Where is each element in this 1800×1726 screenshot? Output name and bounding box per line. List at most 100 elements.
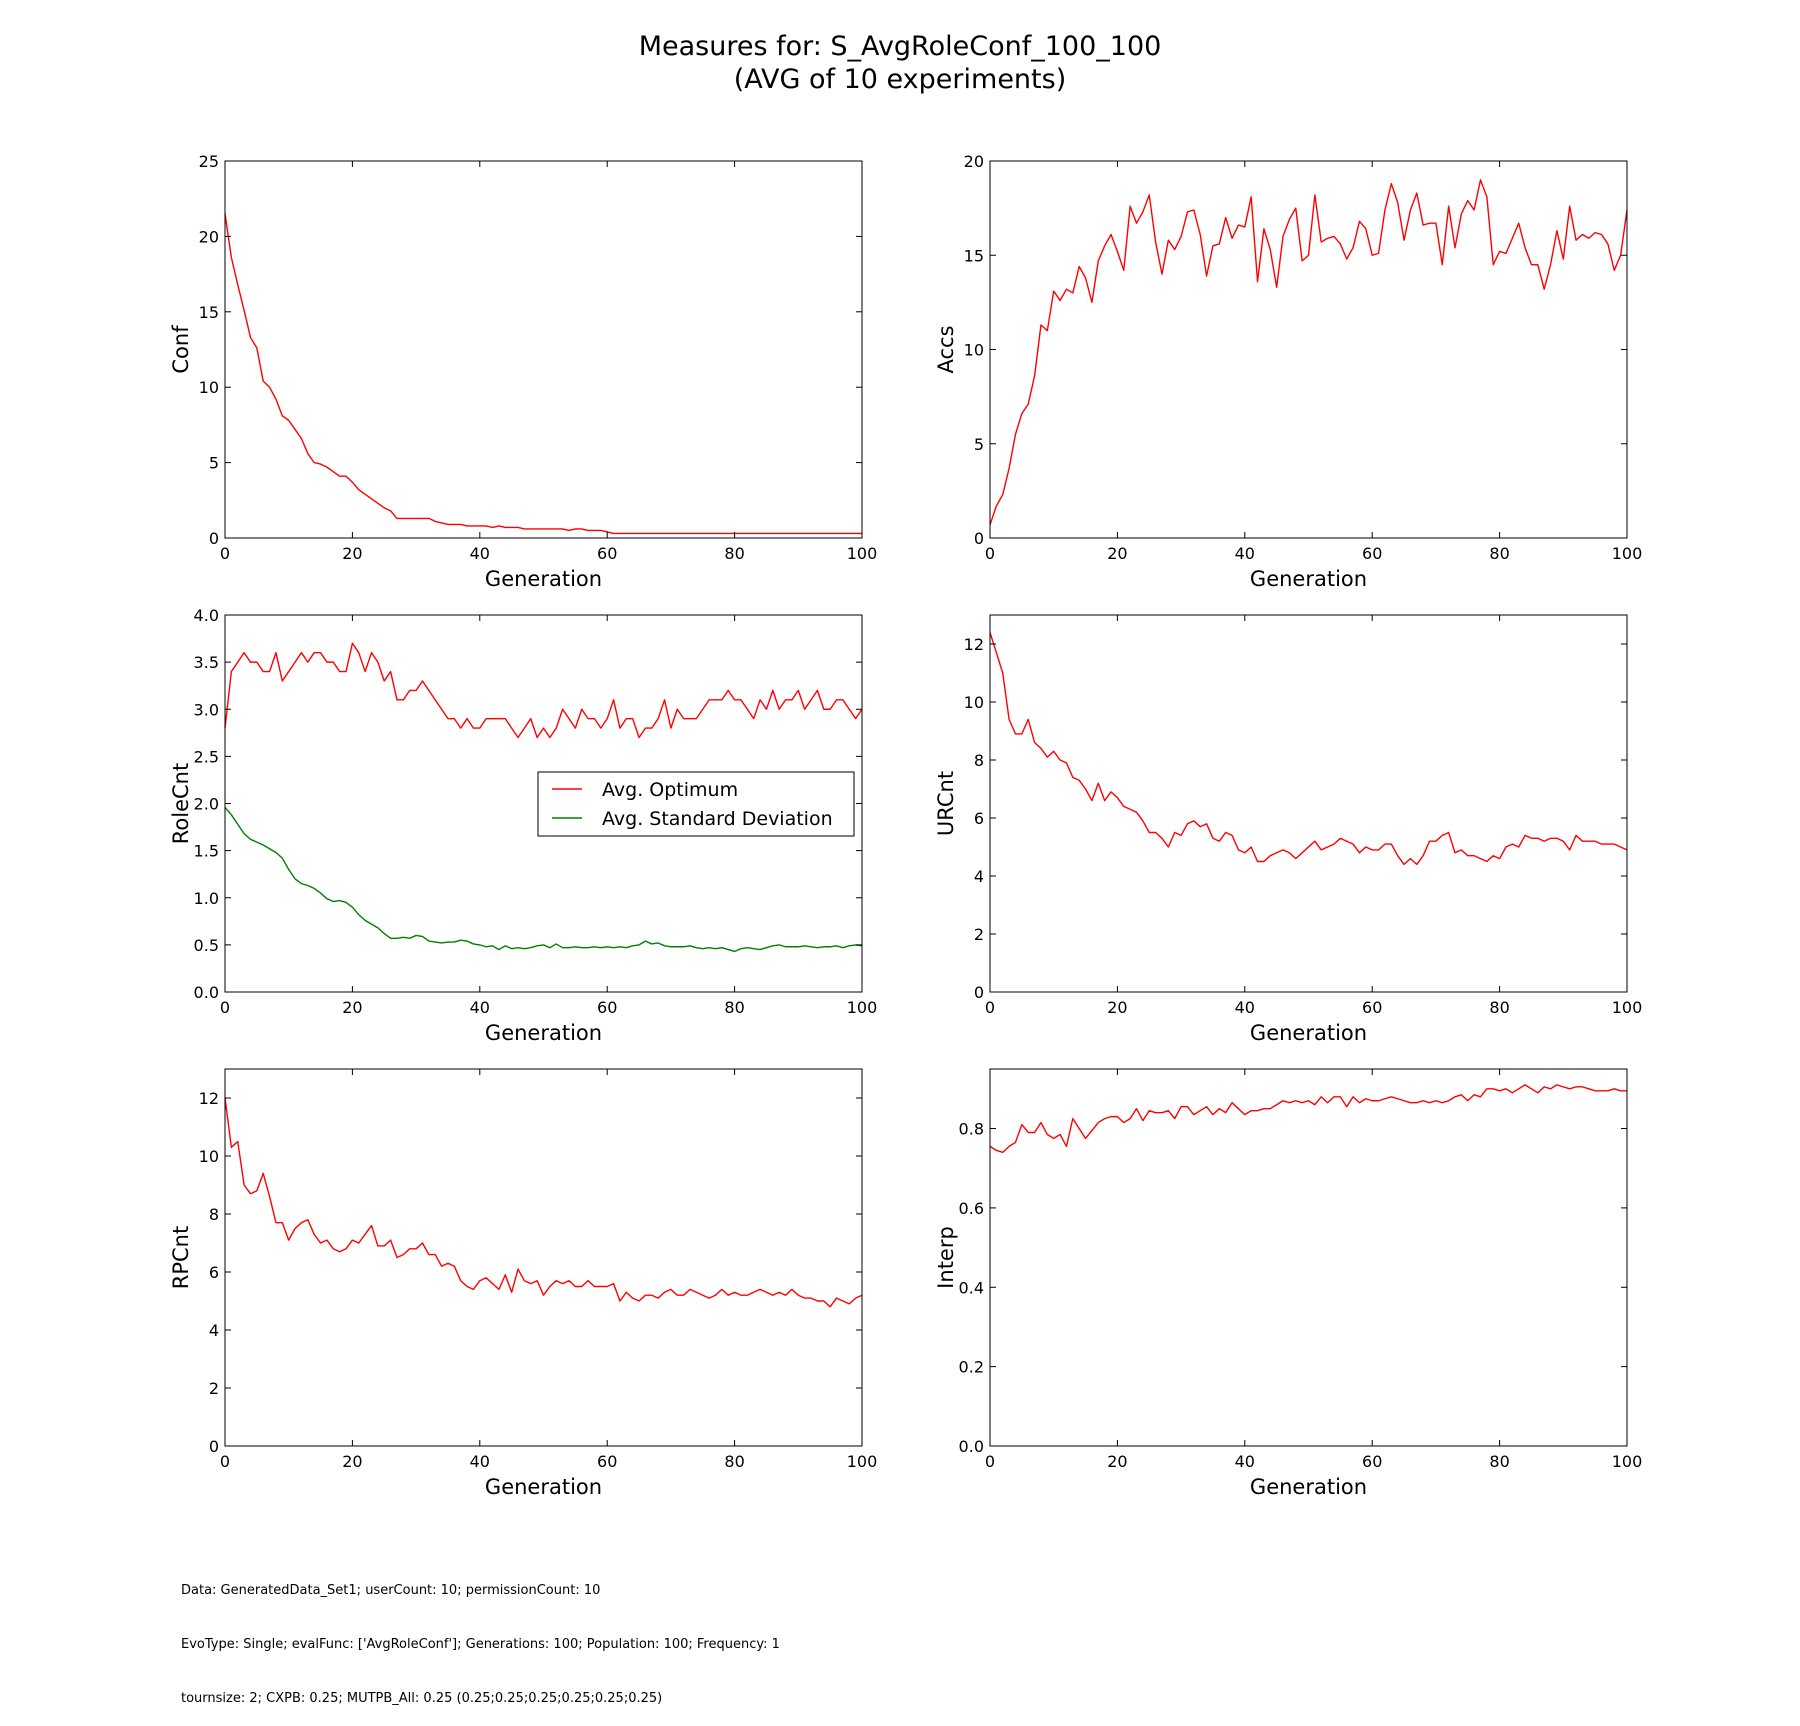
y-tick-label: 10 (964, 341, 984, 360)
x-tick-label: 20 (1107, 998, 1127, 1017)
x-tick-label: 0 (985, 544, 995, 563)
y-tick-label: 2 (974, 925, 984, 944)
y-axis-label: URCnt (934, 771, 958, 836)
plot-frame (989, 1068, 1628, 1447)
y-axis-label: Interp (934, 1226, 958, 1289)
y-tick-label: 3.5 (194, 653, 219, 672)
x-axis-label: Generation (1250, 567, 1367, 591)
y-tick-label: 0 (974, 529, 984, 548)
x-tick-label: 80 (724, 998, 744, 1017)
x-axis-label: Generation (1250, 1021, 1367, 1045)
x-tick-label: 60 (597, 998, 617, 1017)
x-tick-label: 80 (724, 1452, 744, 1471)
y-tick-label: 4 (974, 867, 984, 886)
x-axis-label: Generation (1250, 1475, 1367, 1499)
x-tick-label: 40 (1235, 544, 1255, 563)
x-tick-label: 0 (220, 544, 230, 563)
x-tick-label: 100 (1612, 544, 1643, 563)
x-axis-label: Generation (485, 1021, 602, 1045)
figure: Measures for: S_AvgRoleConf_100_100 (AVG… (169, 31, 1643, 1499)
y-tick-label: 5 (209, 454, 219, 473)
series-line-1 (989, 632, 1628, 866)
experiment-info-line2: EvoType: Single; evalFunc: ['AvgRoleConf… (181, 1637, 780, 1652)
y-tick-label: 0 (974, 983, 984, 1002)
x-tick-label: 100 (847, 1452, 878, 1471)
x-tick-label: 80 (724, 544, 744, 563)
y-tick-label: 15 (199, 303, 219, 322)
subplot-interp: 0 20 40 60 80 100 0.0 0.2 0.4 0.6 0.8 Generation Int… (934, 1068, 1643, 1499)
y-tick-label: 0.4 (959, 1278, 984, 1297)
y-tick-label: 4.0 (194, 606, 219, 625)
y-tick-label: 0 (209, 1437, 219, 1456)
plot-frame (989, 160, 1628, 539)
x-axis-label: Generation (485, 1475, 602, 1499)
subplot-rpcnt: 0 20 40 60 80 100 0 2 4 6 8 10 12 Generation RPCnt (169, 1068, 878, 1499)
legend-label-1: Avg. Optimum (602, 779, 738, 801)
x-tick-label: 60 (597, 544, 617, 563)
y-tick-label: 0.2 (959, 1358, 984, 1377)
x-tick-label: 40 (470, 544, 490, 563)
x-tick-label: 80 (1489, 544, 1509, 563)
y-tick-label: 20 (964, 152, 984, 171)
x-tick-label: 100 (847, 544, 878, 563)
x-tick-label: 100 (1612, 998, 1643, 1017)
y-tick-label: 0.6 (959, 1199, 984, 1218)
y-tick-label: 1.0 (194, 889, 219, 908)
x-tick-label: 40 (1235, 998, 1255, 1017)
y-axis-label: RoleCnt (169, 763, 193, 844)
x-tick-label: 100 (847, 998, 878, 1017)
experiment-info-line3: tournsize: 2; CXPB: 0.25; MUTPB_All: 0.2… (181, 1691, 663, 1706)
y-tick-label: 25 (199, 152, 219, 171)
plot-frame (224, 160, 863, 539)
y-tick-label: 0.0 (194, 983, 219, 1002)
x-tick-label: 80 (1489, 998, 1509, 1017)
legend-box (537, 771, 855, 837)
x-tick-label: 0 (985, 1452, 995, 1471)
y-tick-label: 10 (199, 1147, 219, 1166)
x-tick-label: 40 (470, 1452, 490, 1471)
y-tick-label: 0.5 (194, 936, 219, 955)
legend-label-2: Avg. Standard Deviation (602, 808, 833, 830)
legend: Avg. Optimum Avg. Standard Deviation (537, 771, 855, 837)
x-tick-label: 100 (1612, 1452, 1643, 1471)
y-tick-label: 6 (974, 809, 984, 828)
series-line-2 (224, 806, 863, 953)
series-line-1 (224, 1097, 863, 1308)
x-tick-label: 80 (1489, 1452, 1509, 1471)
x-tick-label: 20 (342, 998, 362, 1017)
y-tick-label: 5 (974, 435, 984, 454)
y-tick-label: 6 (209, 1263, 219, 1282)
y-tick-label: 12 (199, 1089, 219, 1108)
subplot-conf: 0 20 40 60 80 100 0 5 10 15 20 25 Generation Conf (169, 152, 877, 591)
y-axis-label: Accs (934, 325, 958, 373)
y-axis-label: Conf (169, 325, 193, 374)
x-tick-label: 40 (1235, 1452, 1255, 1471)
x-tick-label: 0 (220, 1452, 230, 1471)
y-tick-label: 0.8 (959, 1120, 984, 1139)
x-tick-label: 20 (1107, 1452, 1127, 1471)
x-tick-label: 60 (1362, 1452, 1382, 1471)
y-tick-label: 3.0 (194, 700, 219, 719)
experiment-info: Data: GeneratedData_Set1; userCount: 10;… (181, 1546, 780, 1726)
plot-frame (989, 614, 1628, 993)
x-tick-label: 0 (220, 998, 230, 1017)
subplot-rolecnt: 0 20 40 60 80 100 0.0 0.5 1.0 1.5 2.0 2.5 3.0 3.5 4.0 G… (169, 606, 877, 1045)
subplot-urcnt: 0 20 40 60 80 100 0 2 4 6 8 10 12 Generation URCnt (934, 614, 1643, 1045)
x-tick-label: 60 (597, 1452, 617, 1471)
x-axis-label: Generation (485, 567, 602, 591)
series-line-1 (989, 1084, 1627, 1154)
y-tick-label: 8 (974, 751, 984, 770)
x-tick-label: 20 (342, 1452, 362, 1471)
y-tick-label: 2 (209, 1379, 219, 1398)
y-tick-label: 1.5 (194, 842, 219, 861)
y-tick-label: 20 (199, 227, 219, 246)
y-tick-label: 2.5 (194, 747, 219, 766)
figure-title-line1: Measures for: S_AvgRoleConf_100_100 (639, 31, 1162, 62)
y-tick-label: 8 (209, 1205, 219, 1224)
x-tick-label: 0 (985, 998, 995, 1017)
series-line-1 (989, 179, 1628, 526)
y-tick-label: 2.0 (194, 795, 219, 814)
x-tick-label: 20 (342, 544, 362, 563)
y-tick-label: 10 (964, 693, 984, 712)
y-tick-label: 0 (209, 529, 219, 548)
